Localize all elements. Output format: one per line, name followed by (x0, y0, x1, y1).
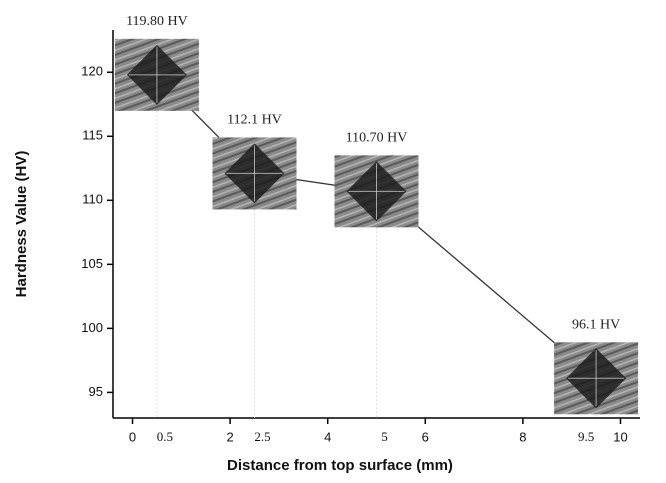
y-tick-label: 120 (81, 64, 103, 79)
x-tick-label: 2 (226, 429, 233, 444)
y-axis-title: Hardness Value (HV) (13, 151, 30, 298)
x-axis-title: Distance from top surface (mm) (227, 457, 453, 474)
y-tick-label: 100 (81, 320, 103, 335)
y-tick-label: 95 (89, 384, 103, 399)
x-tick-label: 9.5 (578, 429, 594, 444)
x-tick-label: 2.5 (254, 429, 270, 444)
x-tick-label: 6 (422, 429, 429, 444)
indent-marker (114, 38, 199, 111)
data-line (156, 74, 597, 379)
value-label: 112.1 HV (227, 113, 282, 128)
x-tick-label: 0.5 (157, 429, 173, 444)
indent-marker (554, 342, 639, 415)
value-label: 96.1 HV (572, 318, 620, 333)
y-tick-label: 105 (81, 256, 103, 271)
value-label: 119.80 HV (126, 14, 188, 29)
x-tick-label: 10 (613, 429, 627, 444)
x-tick-label: 8 (519, 429, 526, 444)
value-label: 110.70 HV (346, 131, 408, 146)
x-tick-label: 0 (129, 429, 136, 444)
y-tick-label: 115 (82, 128, 103, 143)
indent-marker (334, 155, 419, 228)
x-tick-label: 5 (381, 429, 388, 444)
indent-marker (212, 137, 297, 210)
y-tick-label: 110 (82, 192, 103, 207)
x-tick-label: 4 (324, 429, 331, 444)
